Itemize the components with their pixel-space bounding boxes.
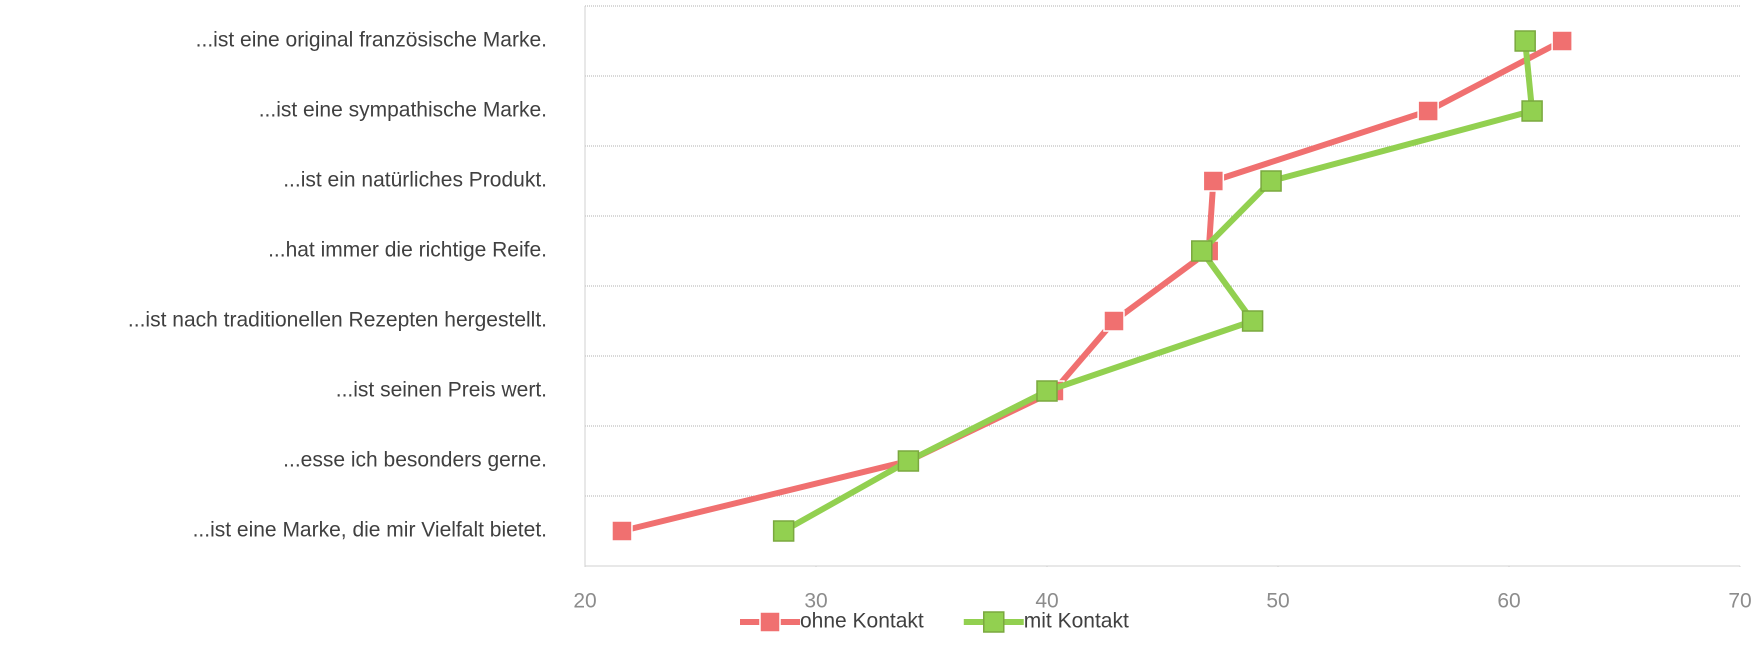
y-tick-label: ...hat immer die richtige Reife.	[268, 239, 547, 262]
y-tick-label: ...ist eine original französische Marke.	[196, 29, 547, 52]
marker	[1202, 170, 1225, 192]
y-tick-label: ...ist ein natürliches Produkt.	[283, 169, 547, 192]
marker	[1514, 30, 1536, 52]
series-line	[782, 40, 1536, 534]
x-tick-label: 20	[573, 590, 596, 613]
marker	[1417, 100, 1439, 122]
marker	[1103, 310, 1125, 332]
x-tick-label: 30	[804, 590, 827, 613]
x-tick-label: 50	[1266, 590, 1289, 613]
y-tick-label: ...ist eine sympathische Marke.	[259, 99, 547, 122]
y-tick-label: ...esse ich besonders gerne.	[283, 449, 547, 472]
x-tick-label: 40	[1035, 590, 1058, 613]
y-tick-label: ...ist eine Marke, die mir Vielfalt biet…	[193, 519, 547, 542]
x-tick-label: 60	[1497, 590, 1520, 613]
marker	[897, 450, 920, 472]
legend-label: mit Kontakt	[1024, 610, 1129, 633]
marker	[611, 520, 633, 542]
legend-marker	[983, 611, 1005, 633]
marker	[1521, 100, 1543, 122]
marker	[772, 520, 795, 542]
y-tick-label: ...ist nach traditionellen Rezepten herg…	[128, 309, 547, 332]
marker	[1241, 310, 1264, 332]
x-tick-label: 70	[1728, 590, 1751, 613]
marker	[1551, 30, 1573, 52]
marker	[1191, 240, 1213, 262]
marker	[1260, 170, 1282, 192]
legend-label: ohne Kontakt	[800, 610, 924, 633]
y-tick-label: ...ist seinen Preis wert.	[336, 379, 547, 402]
legend-marker	[759, 611, 781, 633]
marker	[1036, 380, 1058, 402]
